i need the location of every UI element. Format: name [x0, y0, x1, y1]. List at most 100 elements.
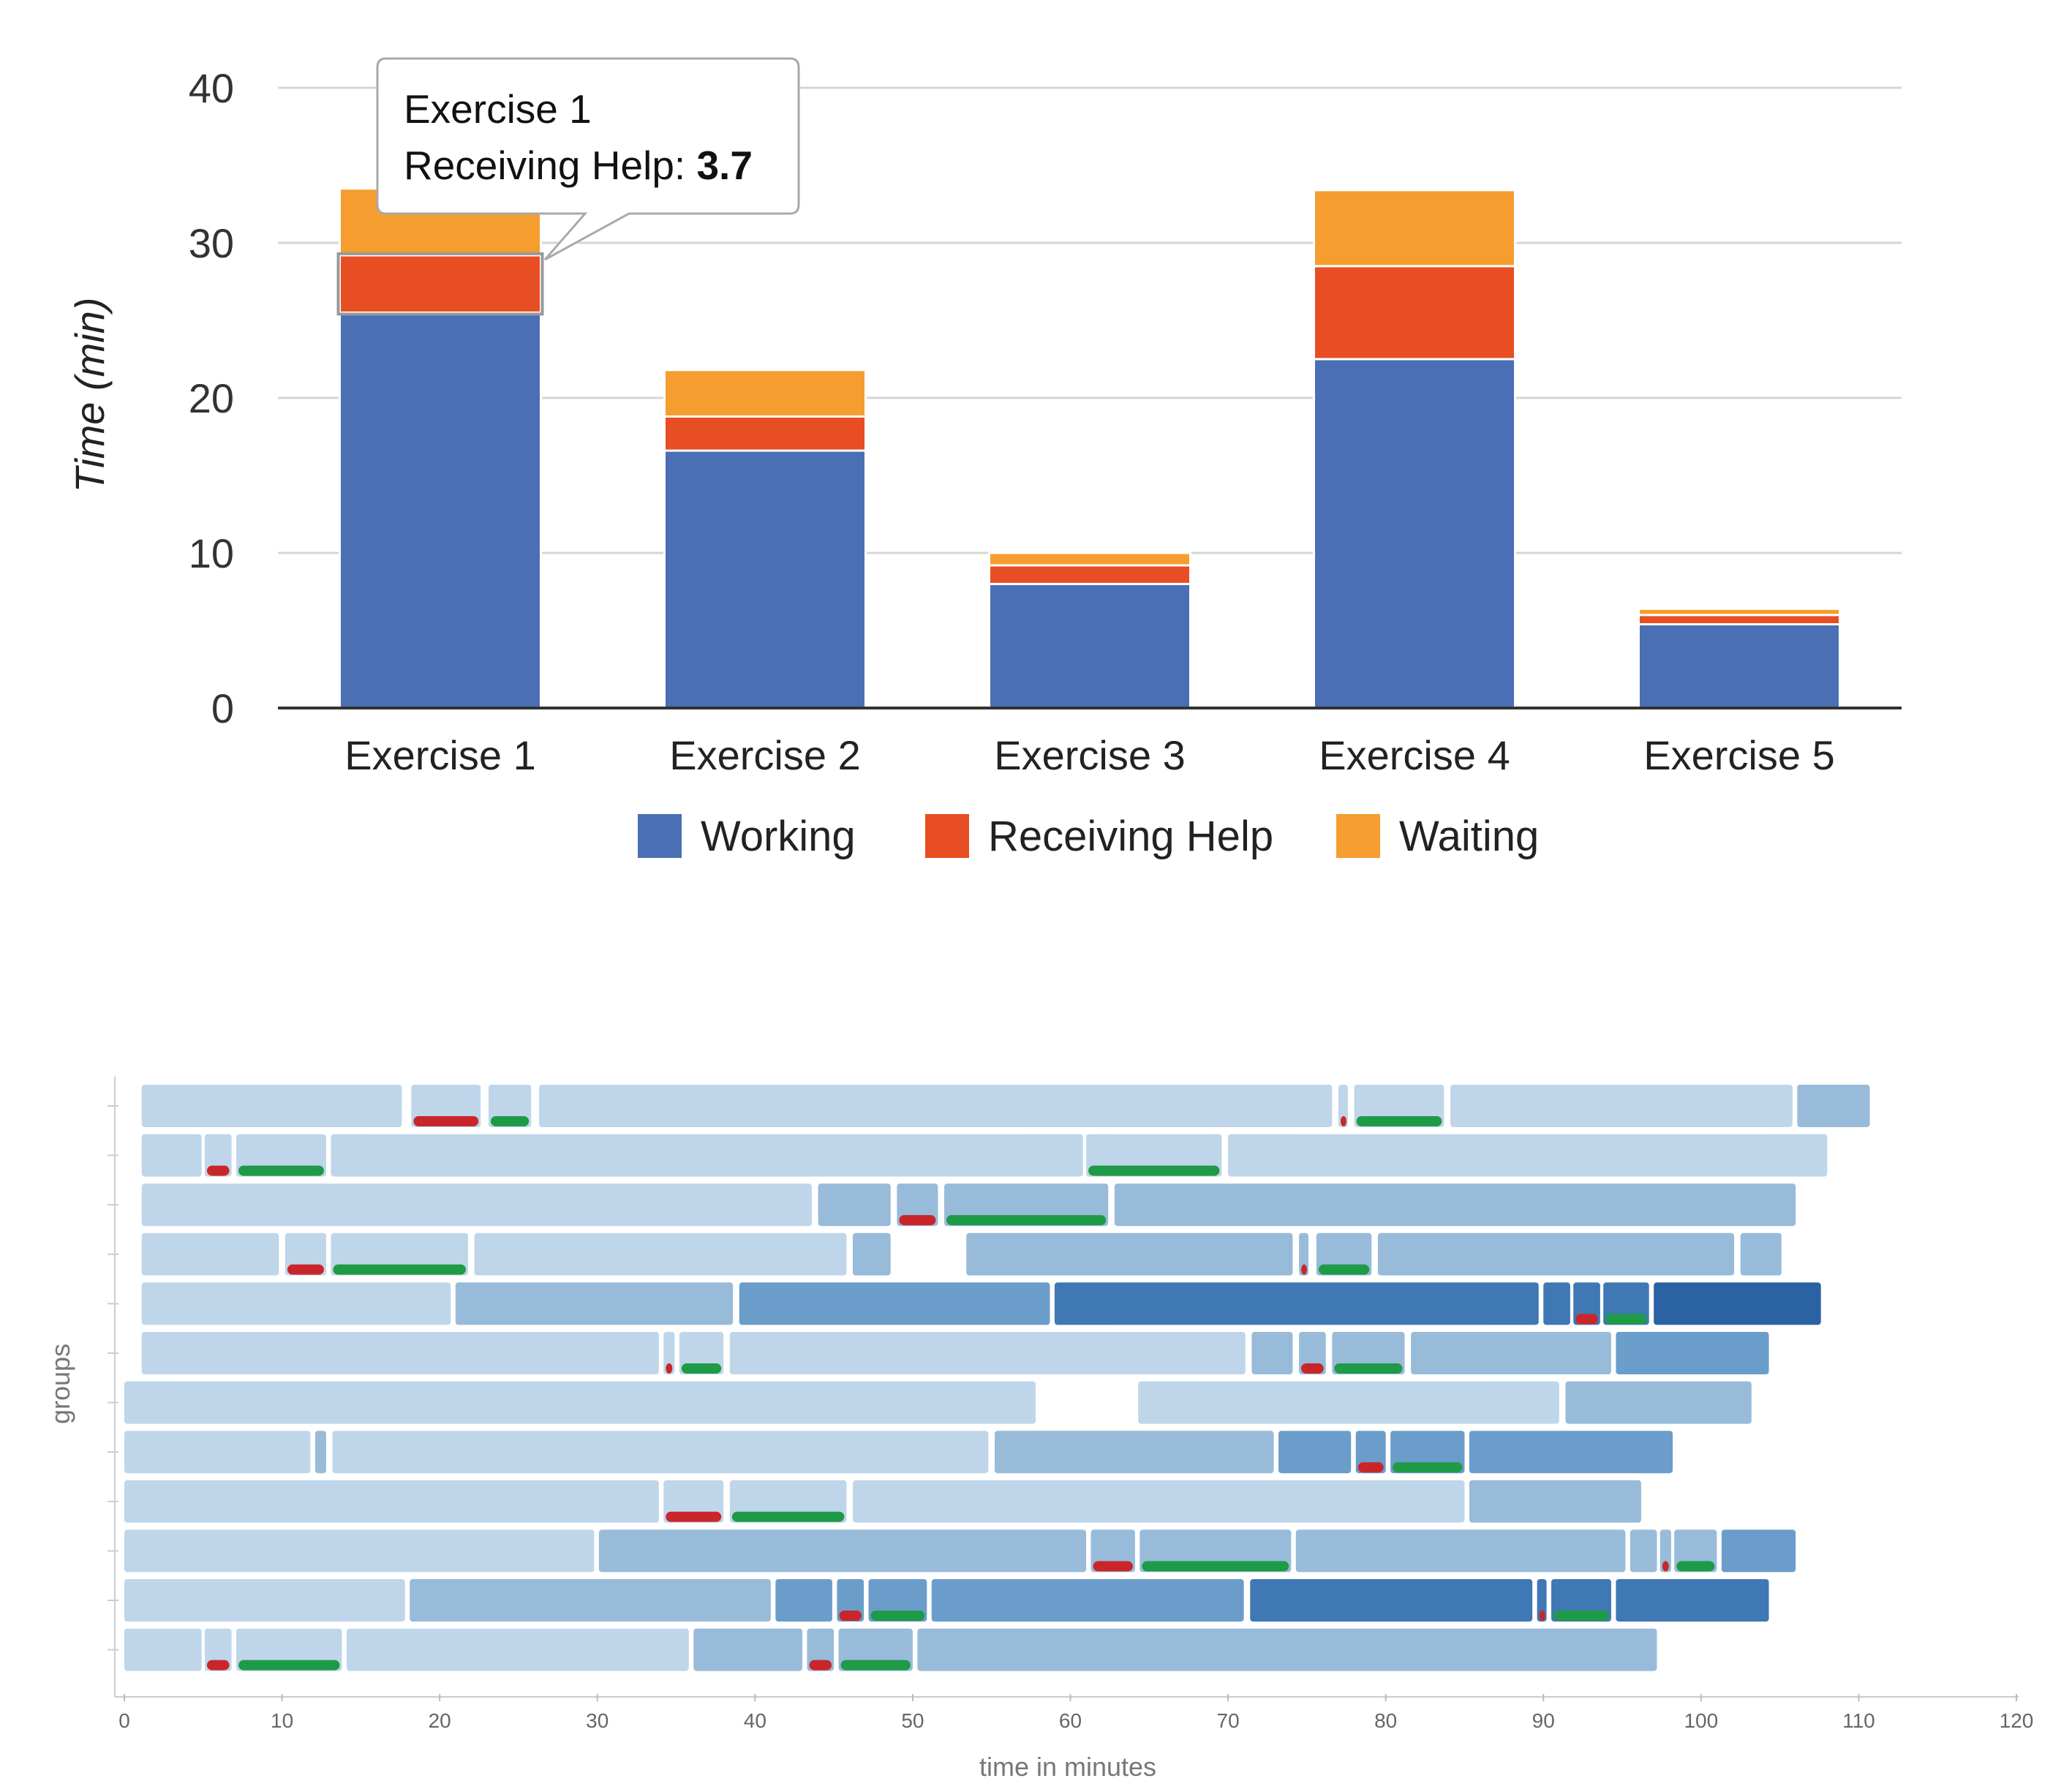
- bar-segment-waiting[interactable]: [663, 369, 867, 418]
- help-request-marker: [809, 1660, 832, 1671]
- help-received-marker: [870, 1611, 925, 1621]
- activity-segment[interactable]: [1543, 1282, 1570, 1325]
- activity-segment[interactable]: [332, 1431, 989, 1474]
- activity-segment[interactable]: [1537, 1579, 1547, 1622]
- legend-item[interactable]: Waiting: [1336, 813, 1539, 860]
- activity-segment[interactable]: [1616, 1332, 1769, 1374]
- activity-segment[interactable]: [346, 1628, 689, 1671]
- activity-segment[interactable]: [124, 1579, 405, 1622]
- activity-segment[interactable]: [1654, 1282, 1821, 1325]
- bar-segment-receiving-help[interactable]: [1638, 614, 1841, 626]
- activity-segment[interactable]: [1228, 1134, 1828, 1177]
- activity-segment[interactable]: [1616, 1579, 1769, 1622]
- activity-segment[interactable]: [124, 1431, 311, 1474]
- hovered-segment-outline: [336, 252, 544, 316]
- group-timeline-chart: 0 10 20 30 40 50 60 70 80 90 100 110 120 time in min…: [45, 1077, 2033, 1781]
- activity-segment[interactable]: [1450, 1085, 1793, 1127]
- activity-segment[interactable]: [663, 1332, 675, 1374]
- activity-segment[interactable]: [1630, 1529, 1657, 1573]
- y-tick-label: 10: [189, 530, 234, 576]
- activity-segment[interactable]: [1565, 1381, 1752, 1424]
- tooltip-title: Exercise 1: [404, 86, 592, 132]
- activity-segment[interactable]: [141, 1183, 812, 1227]
- help-request-marker: [1340, 1116, 1346, 1126]
- activity-segment[interactable]: [1469, 1431, 1673, 1474]
- activity-segment[interactable]: [1054, 1282, 1539, 1325]
- activity-segment[interactable]: [1250, 1579, 1533, 1622]
- activity-segment[interactable]: [124, 1628, 202, 1671]
- activity-segment[interactable]: [995, 1431, 1274, 1474]
- activity-segment[interactable]: [141, 1085, 402, 1127]
- bar-segment-waiting[interactable]: [1638, 607, 1841, 617]
- bar-segment-working[interactable]: [663, 449, 867, 709]
- activity-segment[interactable]: [1299, 1232, 1309, 1276]
- help-request-marker: [1301, 1264, 1308, 1275]
- help-received-marker: [333, 1264, 466, 1275]
- bar-segment-waiting[interactable]: [1313, 189, 1516, 268]
- bars: [336, 187, 1841, 709]
- activity-segment[interactable]: [1377, 1232, 1735, 1276]
- activity-segment[interactable]: [1469, 1480, 1641, 1523]
- activity-segment[interactable]: [931, 1579, 1244, 1622]
- help-received-marker: [238, 1165, 324, 1176]
- help-received-marker: [1356, 1116, 1442, 1126]
- activity-segment[interactable]: [1338, 1085, 1348, 1127]
- activity-segment[interactable]: [818, 1183, 891, 1227]
- activity-segment[interactable]: [474, 1232, 847, 1276]
- legend-label: Waiting: [1399, 813, 1539, 860]
- activity-segment[interactable]: [1660, 1529, 1671, 1573]
- activity-segment[interactable]: [1114, 1183, 1796, 1227]
- activity-segment[interactable]: [775, 1579, 832, 1622]
- activity-segment[interactable]: [1138, 1381, 1559, 1424]
- bar-segment-receiving-help[interactable]: [663, 415, 867, 452]
- timeline-row: [141, 1232, 1782, 1276]
- bar-segment-receiving-help[interactable]: [988, 564, 1191, 585]
- activity-segment[interactable]: [598, 1529, 1087, 1573]
- activity-segment[interactable]: [852, 1480, 1465, 1523]
- activity-segment[interactable]: [1740, 1232, 1782, 1276]
- activity-segment[interactable]: [124, 1480, 659, 1523]
- bar-segment-working[interactable]: [1313, 358, 1516, 709]
- activity-segment[interactable]: [1721, 1529, 1796, 1573]
- activity-segment[interactable]: [693, 1628, 803, 1671]
- activity-segment[interactable]: [739, 1282, 1050, 1325]
- help-received-marker: [238, 1660, 340, 1671]
- activity-segment[interactable]: [917, 1628, 1657, 1671]
- activity-segment[interactable]: [141, 1282, 451, 1325]
- legend-swatch: [925, 814, 969, 858]
- activity-segment[interactable]: [124, 1529, 595, 1573]
- legend: Working Receiving Help Waiting: [638, 813, 1539, 860]
- activity-segment[interactable]: [410, 1579, 771, 1622]
- activity-segment[interactable]: [141, 1332, 659, 1374]
- activity-segment[interactable]: [314, 1431, 326, 1474]
- activity-segment[interactable]: [1278, 1431, 1352, 1474]
- bar-segment-receiving-help[interactable]: [1313, 265, 1516, 361]
- activity-segment[interactable]: [966, 1232, 1293, 1276]
- bar-segment-receiving-help[interactable]: [339, 254, 542, 314]
- activity-segment[interactable]: [141, 1232, 279, 1276]
- timeline-y-axis-title: groups: [45, 1344, 75, 1424]
- y-tick-label: 30: [189, 220, 234, 266]
- activity-segment[interactable]: [455, 1282, 734, 1325]
- activity-segment[interactable]: [729, 1332, 1246, 1374]
- x-tick-label: 20: [429, 1709, 451, 1732]
- activity-segment[interactable]: [1797, 1085, 1870, 1127]
- legend-item[interactable]: Working: [638, 813, 856, 860]
- legend-item[interactable]: Receiving Help: [925, 813, 1273, 860]
- activity-segment[interactable]: [1251, 1332, 1293, 1374]
- bar-segment-waiting[interactable]: [988, 551, 1191, 567]
- bar-segment-working[interactable]: [339, 311, 542, 709]
- activity-segment[interactable]: [331, 1134, 1083, 1177]
- activity-segment[interactable]: [1295, 1529, 1626, 1573]
- activity-segment[interactable]: [852, 1232, 891, 1276]
- category-label: Exercise 2: [669, 732, 860, 778]
- activity-segment[interactable]: [124, 1381, 1036, 1424]
- help-received-marker: [1393, 1462, 1463, 1473]
- activity-segment[interactable]: [538, 1085, 1333, 1127]
- help-received-marker: [1142, 1561, 1289, 1572]
- tooltip-box: [376, 57, 800, 261]
- activity-segment[interactable]: [1411, 1332, 1611, 1374]
- bar-segment-working[interactable]: [988, 582, 1191, 709]
- activity-segment[interactable]: [141, 1134, 202, 1177]
- bar-segment-working[interactable]: [1638, 623, 1841, 709]
